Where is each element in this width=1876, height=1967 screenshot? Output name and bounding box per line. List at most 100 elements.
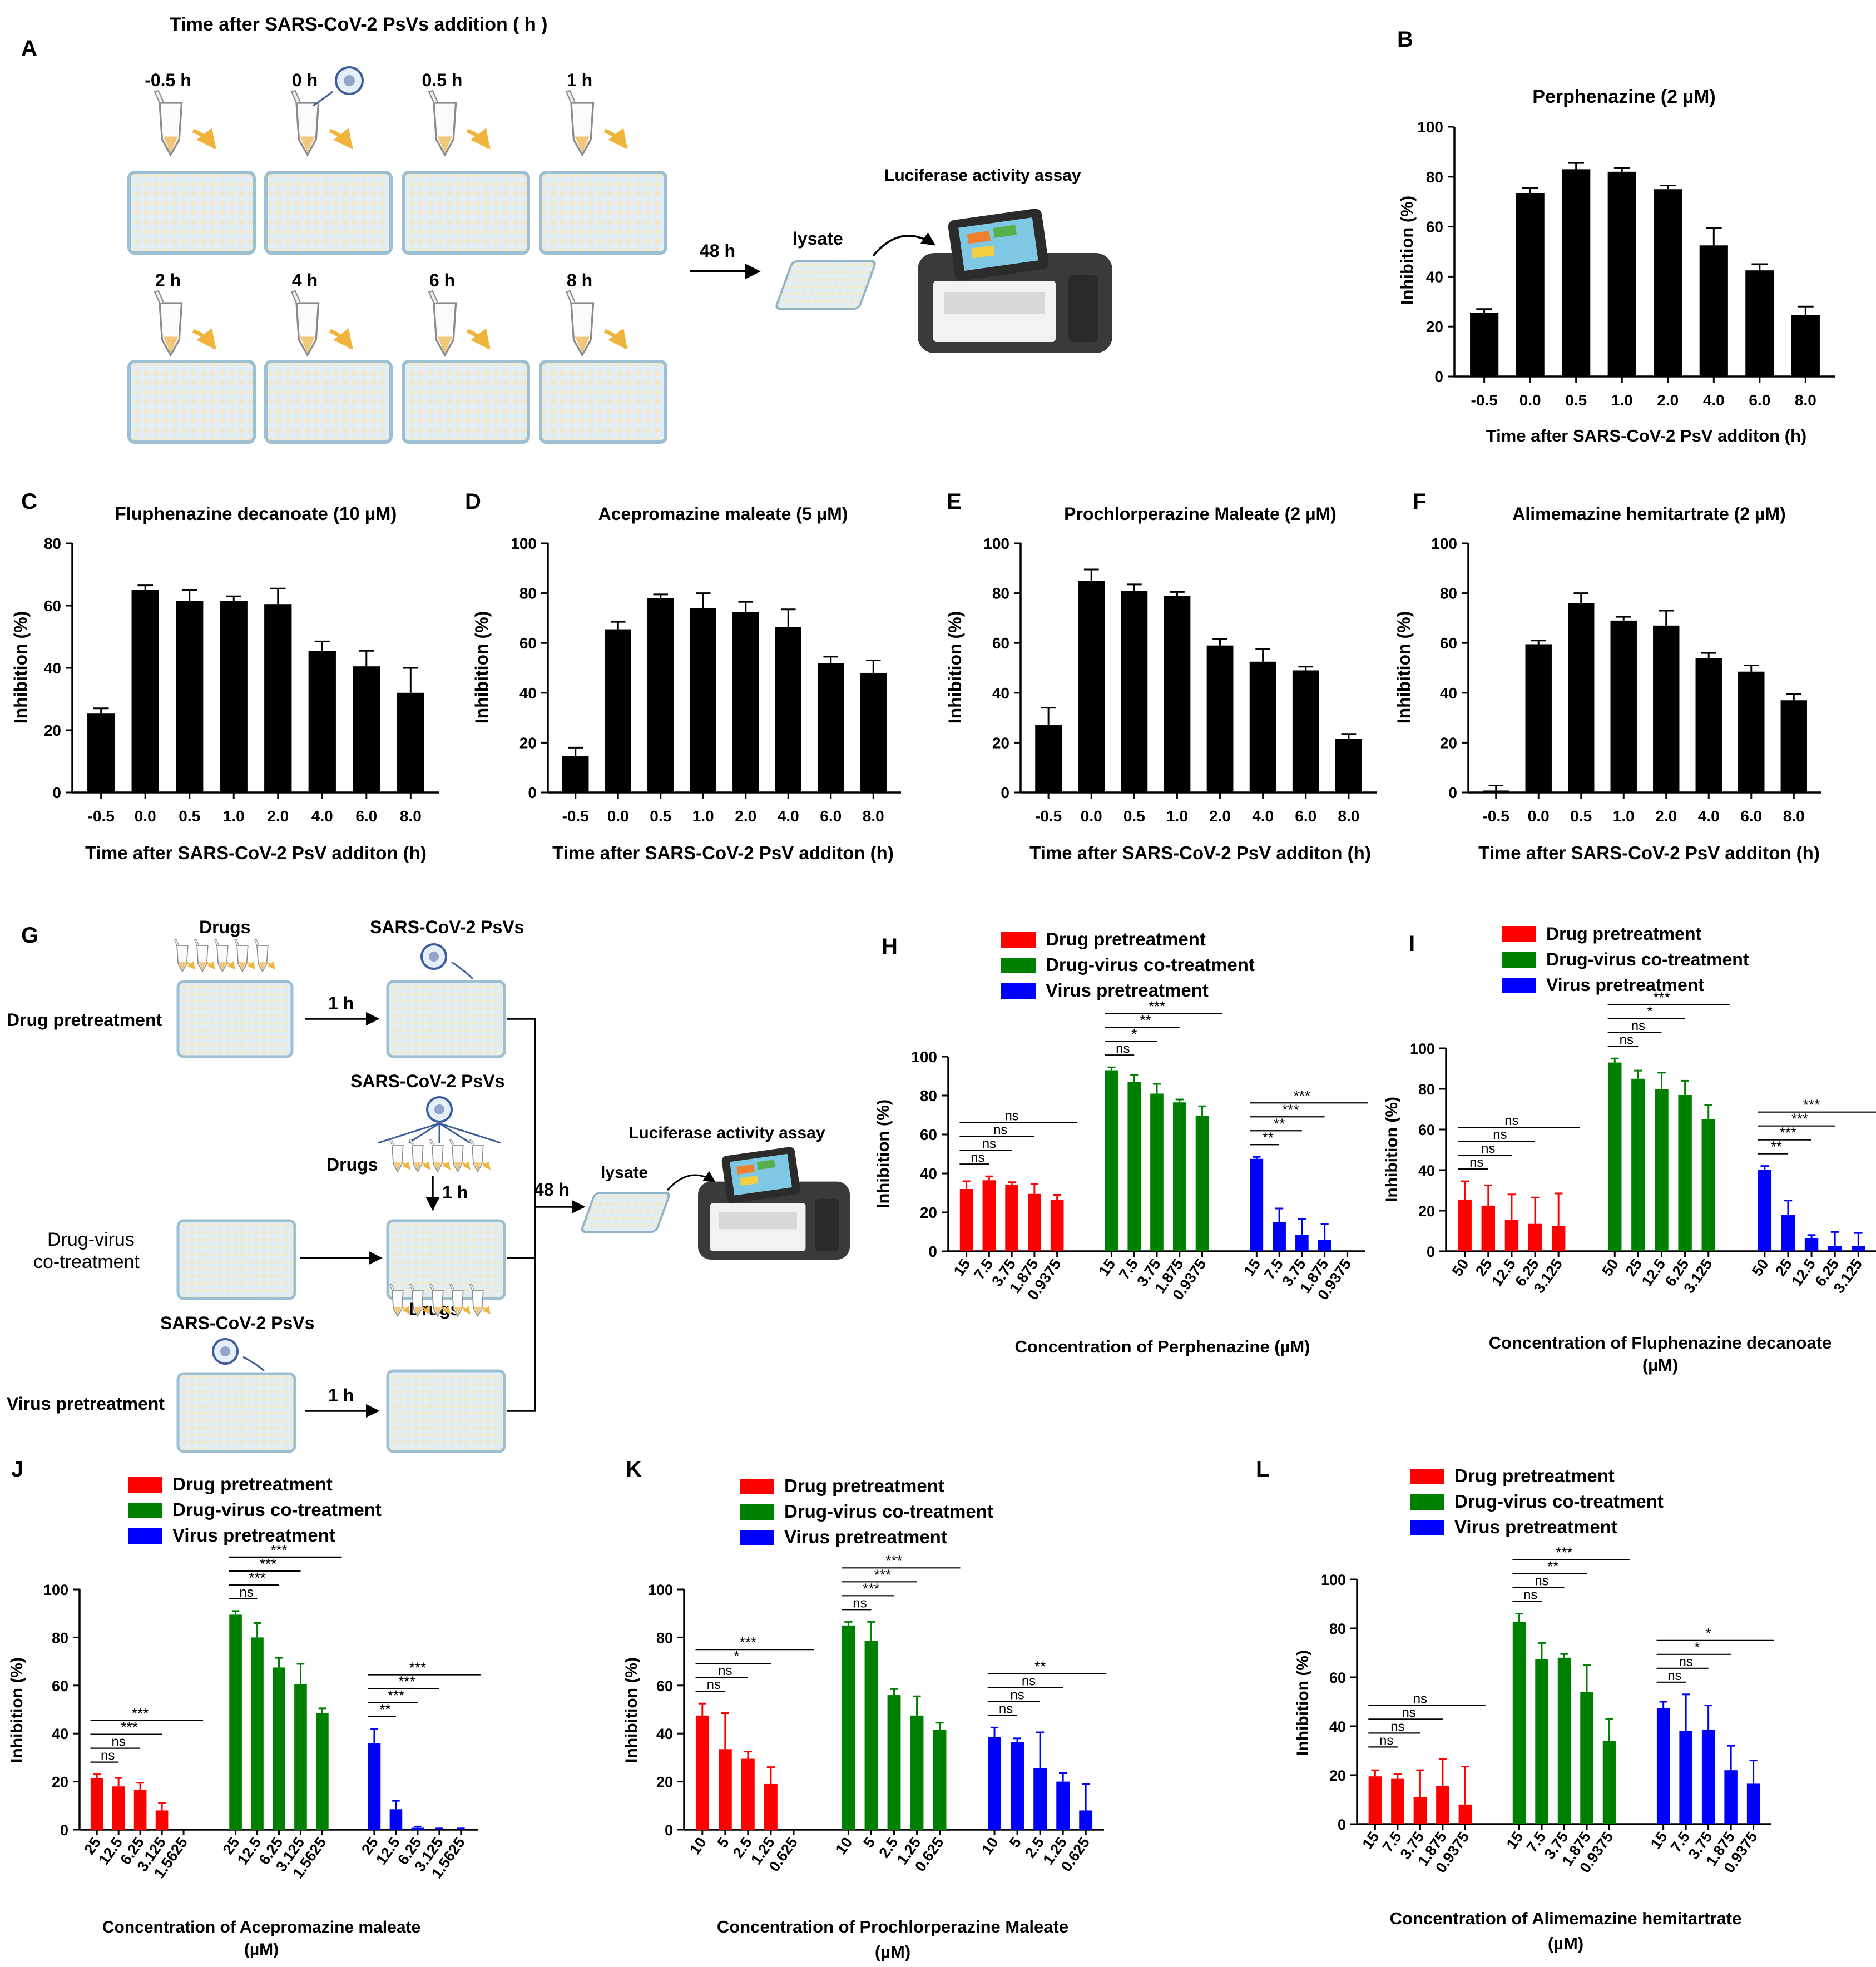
x-tick-label: 4.0	[1703, 392, 1725, 409]
chart-title: Alimemazine hemitartrate (2 µM)	[1512, 504, 1785, 524]
bar	[90, 1778, 103, 1830]
tube-icon	[449, 1139, 464, 1173]
x-tick-label: 15	[1240, 1256, 1264, 1279]
legend-swatch	[1001, 932, 1036, 948]
significance-label: ns	[1022, 1673, 1036, 1688]
y-tick-label: 100	[511, 535, 537, 552]
bar	[1481, 1205, 1496, 1251]
significance-label: ns	[1504, 1113, 1518, 1128]
y-tick-label: 100	[43, 1582, 68, 1598]
well-plate	[402, 171, 530, 255]
x-tick-label: 6.0	[355, 807, 377, 825]
y-tick-label: 80	[519, 585, 537, 602]
bar	[1056, 1781, 1070, 1830]
bar	[1746, 1783, 1760, 1824]
y-tick-label: 80	[1329, 1621, 1346, 1637]
y-tick-label: 80	[52, 1629, 68, 1646]
significance-label: ***	[1556, 1544, 1572, 1561]
x-tick-label: 1.0	[1613, 807, 1635, 825]
legend-label: Drug-virus co-treatment	[1454, 1491, 1664, 1512]
bar	[1206, 645, 1234, 792]
schematic-a-lysate-label: lysate	[793, 229, 843, 249]
y-tick-label: 20	[1418, 1203, 1435, 1220]
significance-label: ***	[1653, 989, 1670, 1005]
y-tick-label: 0	[1448, 784, 1457, 801]
bar	[1172, 1102, 1186, 1251]
bar	[131, 590, 159, 792]
bar	[1436, 1786, 1449, 1824]
significance-label: ns	[718, 1663, 732, 1678]
pipette-arrow-icon	[461, 1161, 471, 1170]
pipette-arrow-icon	[421, 1161, 430, 1170]
pipette-arrow-icon	[481, 1306, 491, 1315]
y-tick-label: 80	[1426, 169, 1443, 186]
pipette-arrow-icon	[266, 961, 275, 970]
bar	[1121, 591, 1148, 792]
bar	[690, 608, 716, 792]
pipette-arrow-icon	[603, 328, 628, 350]
y-tick-label: 20	[1426, 318, 1443, 335]
significance-label: ns	[1481, 1141, 1495, 1156]
y-axis-label: Inhibition (%)	[1397, 196, 1417, 305]
bar	[910, 1715, 924, 1830]
chart-b: 0 20 40 60 80 100 Inhibition (%) Perphenazine (…	[1397, 86, 1835, 445]
well-plate	[264, 171, 393, 255]
x-tick-label: 0.5	[650, 807, 671, 825]
significance-label: ns	[111, 1735, 125, 1750]
legend-label: Drug pretreatment	[1046, 929, 1206, 949]
bar	[775, 627, 801, 792]
schematic-g-48h-label: 48 h	[534, 1180, 570, 1200]
chart-e: 0 20 40 60 80 100 Inhibition (%) Prochlorperazi…	[945, 504, 1377, 863]
bar	[741, 1758, 755, 1830]
bar	[353, 666, 380, 792]
y-tick-label: 60	[1418, 1122, 1435, 1138]
pipette-arrow-icon	[246, 961, 255, 970]
virus-fan-line	[439, 1122, 471, 1144]
significance-label: ns	[239, 1585, 253, 1600]
x-tick-label: 1.0	[692, 807, 714, 825]
x-tick-label: 12.5	[1788, 1256, 1819, 1289]
y-tick-label: 100	[1410, 1041, 1435, 1057]
tube-icon	[565, 290, 595, 357]
legend-swatch	[740, 1479, 774, 1494]
x-tick-label: 50	[1749, 1256, 1772, 1279]
significance-label: *	[1647, 1003, 1652, 1019]
bar	[1033, 1768, 1047, 1830]
tube-icon	[194, 939, 209, 973]
time-point-label: 8 h	[567, 270, 592, 290]
bar	[1695, 658, 1722, 792]
panel-letter-j: J	[11, 1457, 23, 1482]
bar	[1608, 1062, 1622, 1251]
significance-label: *	[1131, 1025, 1137, 1042]
legend-label: Drug-virus co-treatment	[1046, 954, 1255, 975]
bar	[718, 1749, 732, 1830]
chart-f: 0 20 40 60 80 100 Inhibition (%) Alimemazine he…	[1394, 504, 1821, 863]
bar	[316, 1713, 329, 1830]
legend-label: Drug pretreatment	[1546, 924, 1702, 944]
bar	[1580, 1692, 1593, 1824]
chart-title: Fluphenazine decanoate (10 µM)	[115, 503, 397, 524]
significance-label: *	[1694, 1639, 1700, 1656]
bar	[1679, 1731, 1692, 1824]
schematic-g-psvs-label-bottom: SARS-CoV-2 PsVs	[160, 1313, 314, 1333]
bar	[1701, 1119, 1715, 1251]
x-tick-label: 2.0	[1657, 392, 1679, 409]
significance-label: ns	[1413, 1691, 1427, 1706]
y-tick-label: 100	[983, 535, 1009, 552]
x-axis-label: Concentration of Alimemazine hemitartrat…	[1390, 1909, 1742, 1928]
well-plate	[402, 360, 530, 444]
chart-title: Perphenazine (2 µM)	[1532, 86, 1715, 107]
y-axis-label: Inhibition (%)	[622, 1657, 641, 1763]
y-tick-label: 80	[920, 1087, 937, 1104]
x-axis-label-unit: (µM)	[244, 1940, 279, 1959]
bar	[1164, 596, 1191, 792]
pipette-arrow-icon	[603, 128, 628, 150]
x-tick-label: 12.5	[1639, 1256, 1669, 1289]
significance-label: ***	[874, 1566, 891, 1583]
pipette-arrow-icon	[466, 128, 491, 150]
chart-k: 0 20 40 60 80 100 Inhibition (%) Concentration …	[622, 1475, 1107, 1961]
time-point-label: 2 h	[155, 270, 181, 290]
significance-label: ***	[260, 1555, 276, 1572]
significance-label: ***	[1803, 1097, 1820, 1113]
significance-label: ns	[1010, 1687, 1024, 1702]
